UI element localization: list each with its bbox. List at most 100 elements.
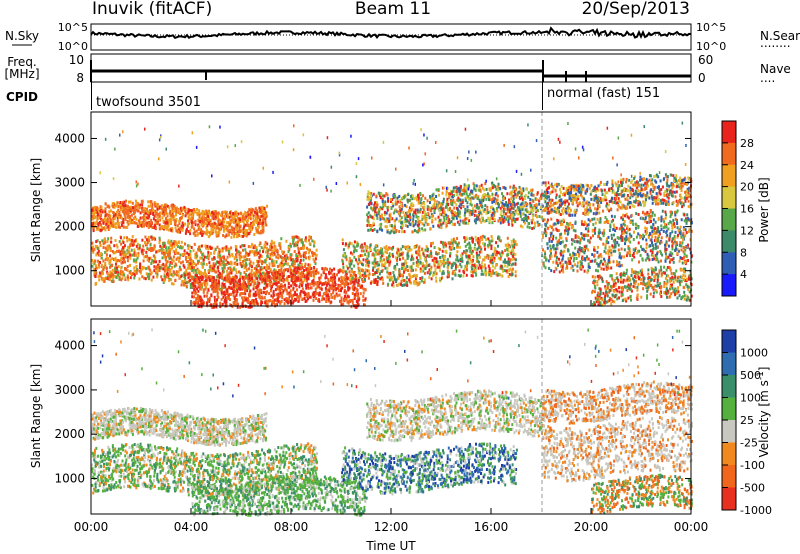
echo-cell [115, 276, 118, 279]
echo-cell [121, 270, 124, 274]
echo-cell [149, 243, 152, 247]
echo-cell [256, 284, 259, 288]
echo-cell [465, 192, 468, 196]
echo-cell [201, 265, 204, 269]
echo-cell [158, 223, 161, 227]
echo-cell [239, 262, 242, 266]
echo-cell [217, 295, 220, 299]
echo-cell [307, 251, 310, 255]
echo-cell [115, 262, 117, 266]
echo-cell [109, 214, 112, 218]
echo-cell [194, 269, 197, 272]
echo-cell [233, 227, 236, 231]
echo-cell [448, 192, 450, 196]
echo-cell [121, 209, 124, 213]
echo-cell [144, 207, 146, 211]
echo-cell [487, 216, 490, 220]
echo-cell [193, 302, 196, 306]
echo-cell [416, 259, 419, 263]
echo-cell [303, 269, 305, 272]
echo-cell [125, 268, 128, 271]
echo-cell [109, 265, 111, 269]
echo-cell [314, 292, 317, 296]
echo-cell [433, 260, 436, 264]
echo-cell [465, 210, 468, 214]
echo-cell [200, 250, 203, 254]
echo-cell [330, 271, 333, 275]
echo-cell [109, 209, 112, 213]
echo-cell [480, 266, 482, 270]
echo-cell [201, 232, 204, 236]
echo-cell [366, 254, 369, 258]
echo-cell [174, 240, 177, 244]
echo-cell [479, 245, 482, 249]
echo-cell [192, 270, 195, 274]
echo-cell [392, 211, 395, 215]
echo-cell [297, 247, 300, 251]
echo-cell [477, 237, 480, 241]
echo-cell [193, 290, 196, 294]
echo-cell [301, 297, 304, 301]
echo-cell [249, 209, 252, 212]
echo-cell [213, 287, 216, 291]
echo-cell [189, 282, 192, 286]
echo-cell [413, 281, 415, 285]
echo-cell [474, 235, 477, 239]
echo-cell [260, 210, 263, 214]
echo-cell [290, 258, 293, 262]
echo-cell [452, 240, 455, 244]
echo-cell [232, 276, 235, 280]
echo-cell [100, 225, 103, 229]
echo-cell [154, 219, 157, 222]
echo-cell [230, 260, 232, 264]
echo-cell [211, 232, 214, 235]
echo-cell [343, 298, 346, 302]
echo-cell [362, 294, 365, 298]
echo-cell [468, 209, 471, 213]
echo-cell [168, 206, 171, 210]
echo-cell [168, 279, 171, 283]
echo-cell [243, 259, 246, 262]
echo-cell [153, 202, 156, 206]
echo-cell [295, 235, 298, 239]
echo-cell [476, 247, 479, 251]
echo-cell [284, 283, 286, 287]
echo-cell [426, 207, 429, 211]
echo-cell [395, 256, 398, 260]
echo-cell [173, 240, 176, 244]
echo-cell [251, 242, 254, 246]
echo-cell [253, 233, 256, 236]
echo-cell [502, 186, 505, 189]
echo-cell [260, 291, 263, 295]
echo-cell [297, 255, 300, 259]
echo-cell [275, 278, 278, 282]
echo-cell [92, 206, 95, 210]
echo-cell [444, 261, 447, 265]
echo-cell [375, 244, 378, 247]
echo-cell [307, 291, 310, 295]
echo-cell [439, 279, 442, 283]
echo-cell [203, 283, 206, 287]
echo-cell [226, 289, 229, 293]
echo-cell [122, 210, 125, 214]
echo-cell [491, 264, 494, 268]
echo-cell [519, 197, 522, 201]
echo-cell [306, 295, 309, 299]
echo-cell [199, 276, 202, 280]
echo-cell [390, 276, 393, 280]
echo-cell [132, 243, 135, 246]
echo-cell [147, 214, 150, 218]
echo-cell [212, 262, 215, 266]
echo-cell [493, 271, 496, 275]
echo-cell [103, 225, 106, 229]
echo-cell [401, 245, 404, 249]
echo-cell [104, 228, 107, 232]
echo-cell [194, 255, 197, 259]
echo-cell [199, 299, 202, 303]
echo-cell [416, 249, 419, 253]
echo-cell [169, 260, 172, 264]
echo-cell [298, 285, 301, 289]
echo-cell [107, 237, 110, 241]
echo-cell [349, 299, 352, 302]
echo-cell [394, 256, 397, 260]
